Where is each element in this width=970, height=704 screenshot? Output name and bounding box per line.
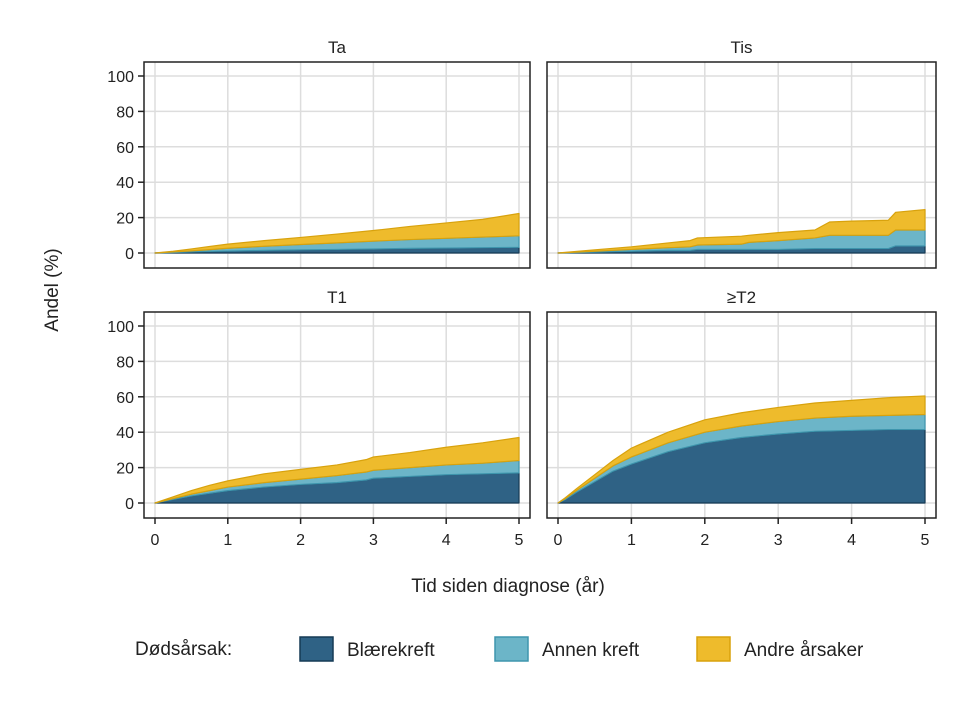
y-tick-label: 80 [116, 354, 134, 371]
area-andre-årsaker [154, 436, 520, 504]
x-tick-label: 1 [223, 532, 232, 549]
x-tick-label: 0 [151, 532, 160, 549]
legend-label: Blærekreft [347, 640, 435, 661]
legend-label: Annen kreft [542, 640, 640, 661]
panel-frame [546, 61, 937, 269]
y-axis-title: Andel (%) [42, 248, 63, 331]
legend-swatch [299, 636, 334, 662]
x-tick-label: 4 [847, 532, 856, 549]
y-tick-label: 40 [116, 175, 134, 192]
y-tick-label: 0 [125, 246, 134, 263]
x-tick-label: 2 [700, 532, 709, 549]
area-andre-årsaker [557, 395, 926, 504]
y-tick-label: 60 [116, 140, 134, 157]
y-tick-label: 0 [125, 496, 134, 513]
legend: Dødsårsak: Blærekreft Annen kreft Andre år… [135, 636, 864, 662]
area-andre-årsaker [154, 212, 520, 254]
panel-title: ≥T2 [727, 288, 756, 307]
x-tick-label: 3 [369, 532, 378, 549]
panel-0: Ta 0 20 40 60 80 100 [107, 38, 531, 269]
panel-frame [143, 61, 531, 269]
x-axis-title: Tid siden diagnose (år) [411, 576, 605, 597]
y-tick-label: 20 [116, 461, 134, 478]
x-tick-label: 5 [921, 532, 930, 549]
y-tick-label: 20 [116, 211, 134, 228]
panel-title: Ta [328, 38, 347, 57]
panel-title: Tis [730, 38, 752, 57]
y-tick-label: 100 [107, 69, 134, 86]
panel-3: ≥T2 0 1 2 3 4 5 [546, 288, 937, 549]
panel-frame [143, 311, 531, 519]
y-tick-label: 100 [107, 319, 134, 336]
panel-2: T1 0 20 40 60 80 100 0 1 2 3 4 5 [107, 288, 531, 549]
x-tick-label: 0 [554, 532, 563, 549]
x-tick-label: 2 [296, 532, 305, 549]
panel-frame [546, 311, 937, 519]
y-tick-label: 60 [116, 390, 134, 407]
y-tick-label: 40 [116, 425, 134, 442]
x-tick-label: 1 [627, 532, 636, 549]
x-tick-label: 4 [442, 532, 451, 549]
x-tick-label: 5 [515, 532, 524, 549]
panel-title: T1 [327, 288, 347, 307]
legend-title: Dødsårsak: [135, 639, 232, 660]
legend-swatch [494, 636, 529, 662]
x-tick-label: 3 [774, 532, 783, 549]
y-tick-label: 80 [116, 104, 134, 121]
panel-1: Tis [546, 38, 937, 269]
legend-swatch [696, 636, 731, 662]
legend-label: Andre årsaker [744, 640, 864, 661]
area-andre-årsaker [557, 209, 926, 254]
